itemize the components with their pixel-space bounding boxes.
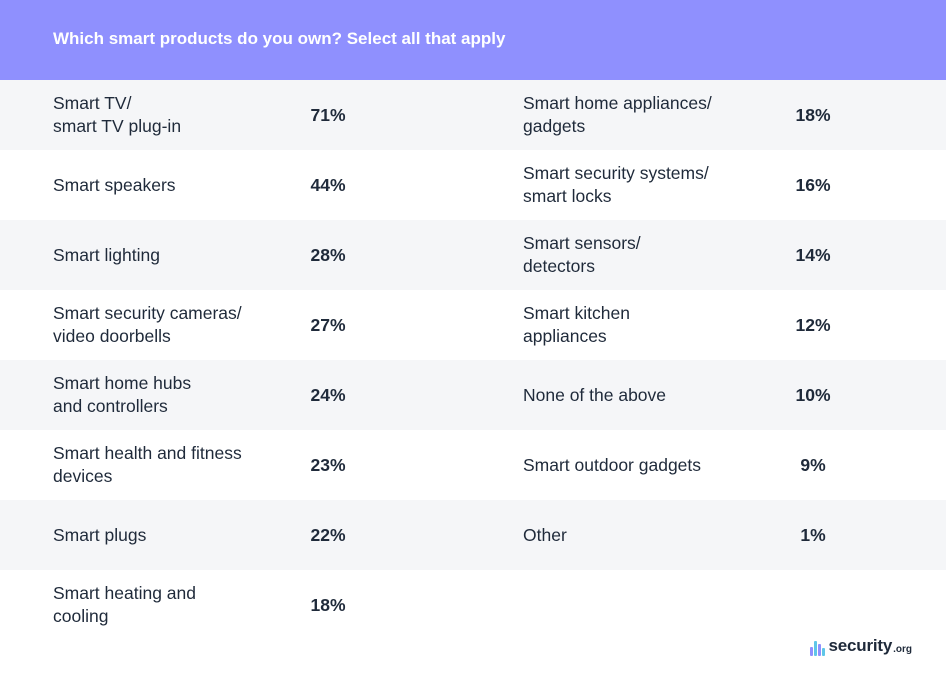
- right_column-percent-value: 1%: [800, 524, 826, 545]
- table-row: [0, 80, 946, 150]
- left_column-category-label: Smart TV/ smart TV plug-in: [53, 93, 182, 136]
- logo-bar: [813, 641, 817, 656]
- left_column-percent-value: 18%: [310, 594, 346, 615]
- table-row: [0, 220, 946, 290]
- right_column-percent-value: 18%: [795, 104, 831, 125]
- table-row: [0, 500, 946, 570]
- right_column-category-label: Other: [523, 524, 567, 545]
- right_column-percent-value: 16%: [795, 174, 831, 195]
- right_column-category-label: Smart security systems/ smart locks: [523, 163, 709, 206]
- right_column-percent-value: 9%: [800, 454, 826, 475]
- logo-tld: .org: [893, 644, 912, 655]
- right_column-category-label: Smart home appliances/ gadgets: [523, 93, 712, 136]
- logo-bar: [817, 644, 821, 656]
- left_column-percent-value: 27%: [310, 314, 346, 335]
- left_column-category-label: Smart lighting: [53, 244, 160, 265]
- left_column-percent-value: 24%: [310, 384, 346, 405]
- right_column-category-label: Smart kitchen appliances: [523, 303, 630, 346]
- right_column-percent-value: 10%: [795, 384, 831, 405]
- left_column-category-label: Smart speakers: [53, 174, 176, 195]
- left_column-category-label: Smart heating and cooling: [53, 583, 197, 626]
- left_column-category-label: Smart health and fitness devices: [53, 443, 242, 486]
- chart-title: Which smart products do you own? Select …: [53, 29, 506, 48]
- left_column-category-label: Smart home hubs and controllers: [53, 373, 192, 416]
- right_column-category-label: Smart sensors/ detectors: [523, 233, 641, 276]
- right_column-percent-value: 12%: [795, 314, 831, 335]
- left_column-category-label: Smart plugs: [53, 524, 147, 545]
- left_column-percent-value: 44%: [310, 174, 346, 195]
- chart-header: Which smart products do you own? Select …: [0, 0, 946, 80]
- logo-bar: [809, 647, 813, 656]
- left_column-category-label: Smart security cameras/ video doorbells: [53, 303, 242, 346]
- left_column-percent-value: 23%: [310, 454, 346, 475]
- security-org-logo: security .org: [809, 636, 912, 656]
- table-row: [0, 360, 946, 430]
- right_column-percent-value: 14%: [795, 244, 831, 265]
- left_column-percent-value: 71%: [310, 104, 346, 125]
- right_column-category-label: None of the above: [523, 384, 667, 405]
- right_column-category-label: Smart outdoor gadgets: [523, 454, 702, 475]
- left_column-percent-value: 28%: [310, 244, 346, 265]
- logo-bars-icon: [809, 640, 826, 656]
- left_column-percent-value: 22%: [310, 524, 346, 545]
- logo-bar: [821, 648, 825, 656]
- logo-word: security: [828, 636, 893, 655]
